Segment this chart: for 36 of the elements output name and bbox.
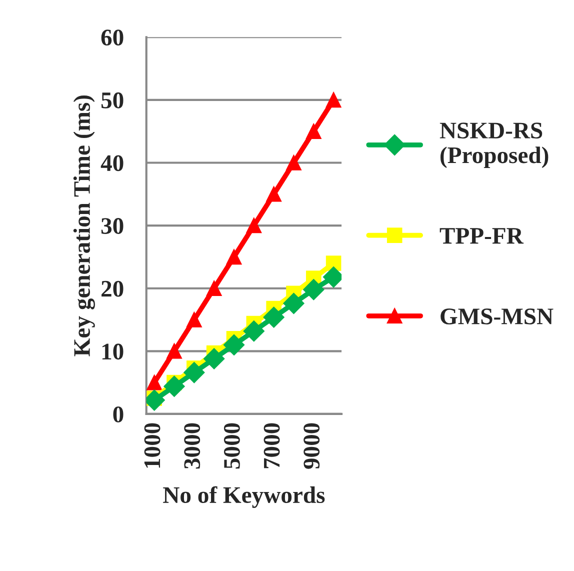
point xyxy=(263,306,284,328)
x-tick-label: 3000 xyxy=(184,423,200,469)
x-tick-label: 9000 xyxy=(304,423,320,469)
point xyxy=(266,186,282,202)
legend-label: GMS-MSN xyxy=(440,308,554,324)
point xyxy=(204,348,225,370)
x-tick-label: 1000 xyxy=(144,423,160,468)
point xyxy=(166,344,182,359)
y-tick-label: 60 xyxy=(101,30,124,46)
point xyxy=(306,124,322,139)
point xyxy=(186,312,202,328)
point xyxy=(226,249,242,265)
y-tick-label: 0 xyxy=(113,406,124,422)
point xyxy=(184,362,205,384)
y-tick-label: 50 xyxy=(101,92,124,108)
x-tick-label: 5000 xyxy=(224,423,240,469)
point xyxy=(326,92,342,108)
legend-label: NSKD-RS (Proposed) xyxy=(440,122,548,168)
y-tick-label: 30 xyxy=(101,218,124,234)
point xyxy=(223,334,245,356)
point xyxy=(246,218,262,234)
point xyxy=(206,280,222,296)
point xyxy=(164,376,185,397)
legend-label: TPP-FR xyxy=(440,228,524,244)
point xyxy=(243,320,264,342)
y-tick-label: 20 xyxy=(102,280,124,297)
x-tick-label: 7000 xyxy=(264,423,280,468)
point xyxy=(146,374,162,390)
point xyxy=(283,292,304,314)
point xyxy=(286,155,302,170)
point xyxy=(326,256,342,271)
y-axis-title: Key generation Time (ms) xyxy=(73,96,95,356)
y-tick-label: 40 xyxy=(100,155,124,172)
point xyxy=(303,279,324,300)
x-axis-title: No of Keywords xyxy=(163,486,325,508)
y-tick-label: 10 xyxy=(102,344,124,360)
